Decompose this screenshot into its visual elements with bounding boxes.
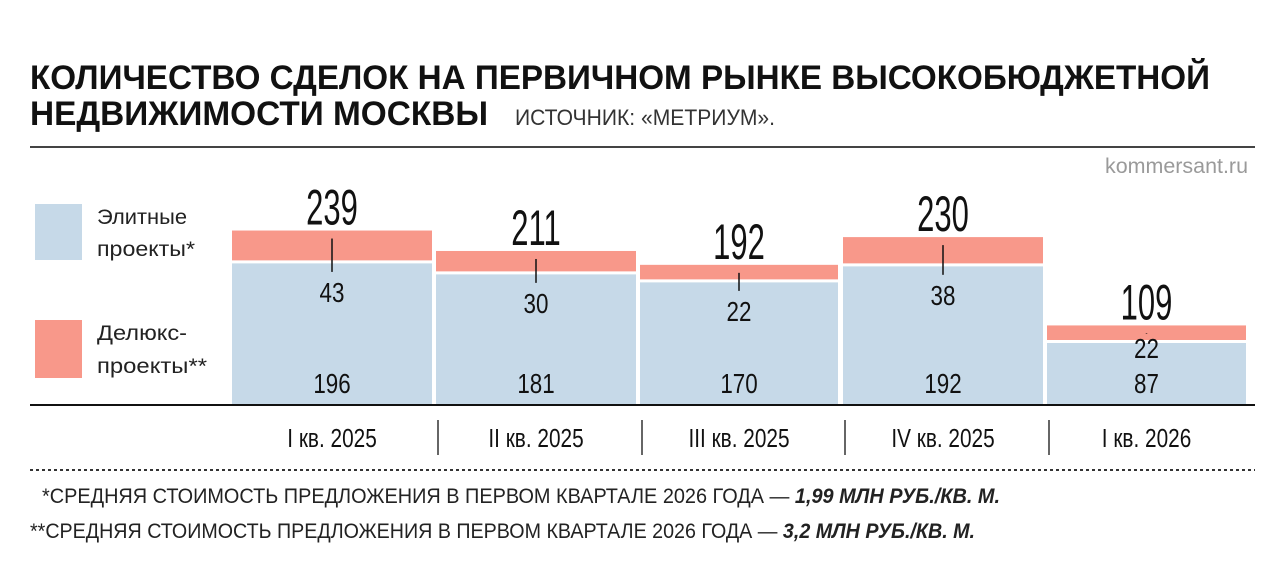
bar-segment-elite (1047, 341, 1246, 405)
x-axis-labels: I кв. 2025 II кв. 2025 III кв. 2025 IV кв. … (287, 420, 1191, 455)
footnote-2-value: 3,2 МЛН РУБ./КВ. М. (783, 520, 975, 543)
legend-label-deluxe-line2: проекты** (97, 355, 207, 378)
x-tick-label: I кв. 2026 (1102, 424, 1191, 453)
total-label: 109 (1121, 274, 1173, 330)
deluxe-value-label: 43 (320, 278, 345, 309)
legend-label-deluxe-line1: Делюкс- (97, 322, 187, 345)
footnote-2: **СРЕДНЯЯ СТОИМОСТЬ ПРЕДЛОЖЕНИЯ В ПЕРВОМ… (30, 520, 975, 543)
total-label: 230 (917, 185, 969, 241)
footnote-2-text: **СРЕДНЯЯ СТОИМОСТЬ ПРЕДЛОЖЕНИЯ В ПЕРВОМ… (30, 520, 783, 543)
elite-value-label: 170 (720, 369, 757, 400)
footnote-1: *СРЕДНЯЯ СТОИМОСТЬ ПРЕДЛОЖЕНИЯ В ПЕРВОМ … (42, 485, 1000, 508)
x-tick-label: I кв. 2025 (287, 424, 376, 453)
elite-value-label: 196 (313, 369, 350, 400)
chart-title-line2: НЕДВИЖИМОСТИ МОСКВЫ (30, 95, 488, 133)
chart-title-line1: КОЛИЧЕСТВО СДЕЛОК НА ПЕРВИЧНОМ РЫНКЕ ВЫС… (30, 58, 1210, 97)
total-label: 192 (713, 213, 765, 269)
legend-swatch-elite (35, 204, 82, 260)
x-tick-label: IV кв. 2025 (891, 424, 994, 453)
bar-segment-elite (843, 264, 1043, 405)
deluxe-value-label: 22 (1134, 334, 1159, 365)
deluxe-value-label: 38 (931, 281, 956, 312)
legend-label-elite-line1: Элитные (97, 206, 187, 229)
deluxe-value-label: 30 (524, 289, 549, 320)
deluxe-value-label: 22 (727, 297, 752, 328)
bar-segment-elite (232, 261, 432, 405)
x-tick-label: III кв. 2025 (688, 424, 789, 453)
source-label: ИСТОЧНИК: «МЕТРИУМ». (515, 105, 775, 130)
total-label: 239 (306, 179, 358, 235)
elite-value-label: 181 (517, 369, 554, 400)
bar-segment-elite (436, 272, 636, 405)
bar-segment-elite (640, 280, 838, 405)
elite-value-label: 192 (924, 369, 961, 400)
footnote-1-text: *СРЕДНЯЯ СТОИМОСТЬ ПРЕДЛОЖЕНИЯ В ПЕРВОМ … (42, 485, 795, 508)
watermark: kommersant.ru (1105, 155, 1248, 178)
x-tick-label: II кв. 2025 (488, 424, 583, 453)
bars: 239 196 43 211 181 30 192 170 22 230 192 38 109 87 22 (232, 179, 1246, 405)
legend: Элитные проекты* Делюкс- проекты** (35, 204, 207, 378)
footnote-1-value: 1,99 МЛН РУБ./КВ. М. (795, 485, 1000, 508)
elite-value-label: 87 (1134, 369, 1159, 400)
legend-swatch-deluxe (35, 320, 82, 378)
total-label: 211 (511, 199, 560, 255)
legend-label-elite-line2: проекты* (97, 238, 195, 261)
